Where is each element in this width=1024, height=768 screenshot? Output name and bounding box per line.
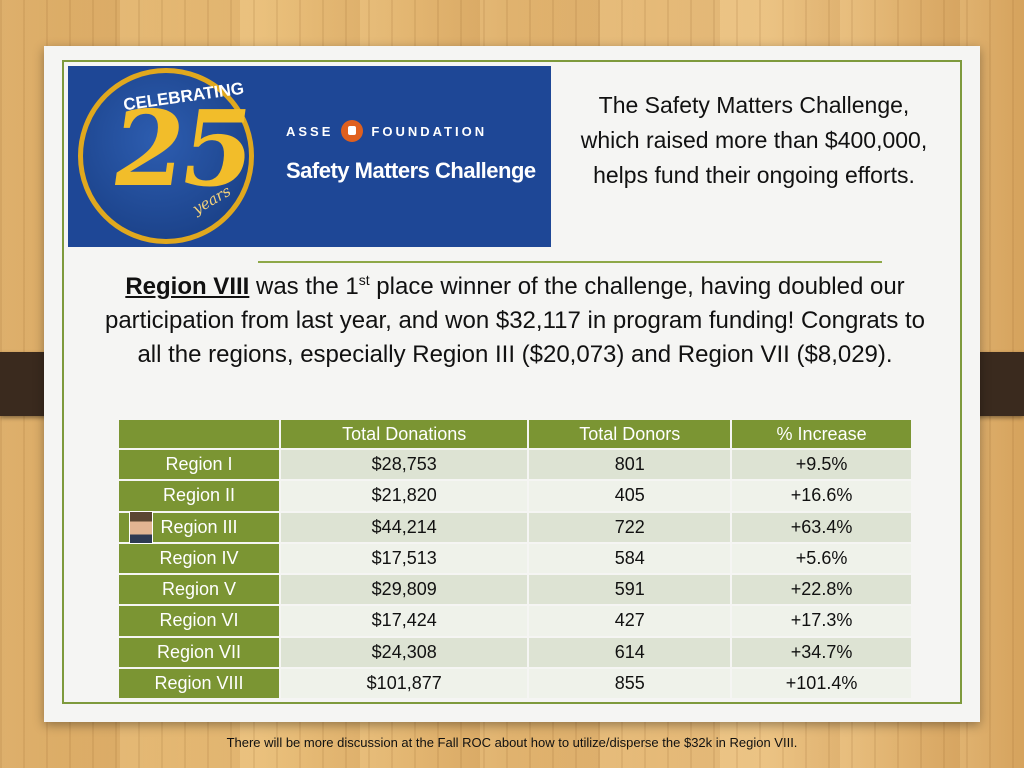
slide-frame (62, 60, 962, 704)
asse-emblem-icon (341, 120, 364, 142)
table-row: Region V $29,809 591 +22.8% (119, 575, 911, 605)
winner-region: Region VIII (125, 273, 250, 300)
donors-cell: 855 (529, 668, 731, 698)
region-name: Region VIII (119, 668, 279, 698)
donors-cell: 722 (529, 512, 731, 542)
divider (258, 261, 882, 263)
increase-cell: +9.5% (732, 450, 911, 480)
donors-cell: 405 (529, 481, 731, 511)
asse-text: ASSE (286, 123, 334, 139)
body-part-2: place winner of the challenge, having do… (104, 273, 926, 368)
donations-cell: $21,820 (281, 481, 528, 511)
header-total-donations: Total Donations (281, 420, 528, 448)
region-name: Region I (119, 450, 279, 480)
donations-cell: $44,214 (281, 512, 528, 542)
increase-cell: +101.4% (732, 668, 911, 698)
challenge-logo-text: Safety Matters Challenge (286, 158, 536, 183)
badge-number: 25 (104, 87, 259, 210)
donors-cell: 427 (529, 606, 731, 636)
foundation-text: FOUNDATION (371, 123, 488, 139)
region-name: Region VII (119, 637, 279, 667)
table-header-row: Total Donations Total Donors % Increase (119, 420, 911, 448)
asse-foundation-wordmark: ASSE FOUNDATION (286, 120, 487, 142)
increase-cell: +5.6% (732, 543, 911, 573)
increase-cell: +34.7% (732, 637, 911, 667)
avatar (129, 510, 153, 544)
increase-cell: +16.6% (732, 481, 911, 511)
table-row: Region VIII $101,877 855 +101.4% (119, 668, 911, 698)
donations-cell: $29,809 (281, 575, 528, 605)
region-name: Region V (119, 575, 279, 605)
body-paragraph: Region VIII was the 1st place winner of … (100, 270, 930, 372)
region-name: Region II (119, 481, 279, 511)
region-name: Region III (160, 516, 238, 537)
region-name: Region VI (119, 606, 279, 636)
anniversary-badge: CELEBRATING 25 years (78, 68, 259, 244)
header-percent-increase: % Increase (732, 420, 911, 448)
donations-cell: $24,308 (281, 637, 528, 667)
increase-cell: +63.4% (732, 512, 911, 542)
donations-cell: $17,513 (281, 543, 528, 573)
table-row: Region III $44,214 722 +63.4% (119, 510, 911, 544)
table-row: Region VI $17,424 427 +17.3% (119, 606, 911, 636)
table-row: Region IV $17,513 584 +5.6% (119, 543, 911, 573)
increase-cell: +22.8% (732, 575, 911, 605)
donors-cell: 801 (529, 450, 731, 480)
donors-cell: 591 (529, 575, 731, 605)
donors-cell: 584 (529, 543, 731, 573)
ordinal-suffix: st (358, 272, 370, 288)
donors-cell: 614 (529, 637, 731, 667)
region-name-with-photo: Region III (119, 510, 279, 544)
region-results-table: Total Donations Total Donors % Increase … (117, 418, 913, 700)
asse-foundation-logo: CELEBRATING 25 years ASSE FOUNDATION Saf… (68, 66, 551, 247)
region-name: Region IV (119, 543, 279, 573)
table-row: Region I $28,753 801 +9.5% (119, 450, 911, 480)
donations-cell: $17,424 (281, 606, 528, 636)
table-row: Region II $21,820 405 +16.6% (119, 481, 911, 511)
header-corner (119, 420, 279, 448)
donations-cell: $28,753 (281, 450, 528, 480)
increase-cell: +17.3% (732, 606, 911, 636)
table-row: Region VII $24,308 614 +34.7% (119, 637, 911, 667)
intro-text: The Safety Matters Challenge, which rais… (580, 92, 928, 188)
body-part-1: was the 1 (249, 273, 359, 300)
donations-cell: $101,877 (281, 668, 528, 698)
header-total-donors: Total Donors (529, 420, 731, 448)
footnote: There will be more discussion at the Fal… (226, 735, 798, 750)
